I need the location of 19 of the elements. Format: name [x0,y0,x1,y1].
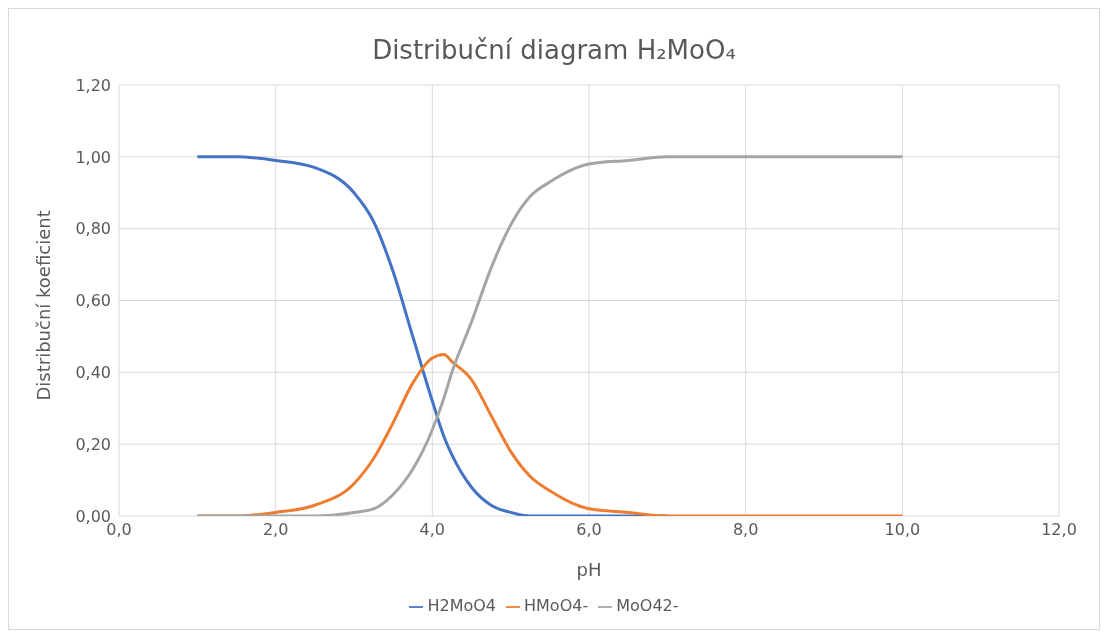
legend-label: HMoO4- [524,596,589,615]
legend-label: MoO42- [616,596,679,615]
x-tick-label: 8,0 [732,520,759,540]
x-tick-label: 12,0 [1041,520,1077,540]
x-tick-label: 10,0 [884,520,921,540]
y-axis-title: Distribuční koeficient [33,210,55,401]
legend-label: H2MoO4 [427,596,497,615]
x-tick-label: 2,0 [262,520,289,540]
y-tick-label: 0,60 [75,291,111,311]
x-tick-label: 6,0 [576,520,602,540]
line-series [195,155,904,516]
x-axis-title: pH [576,559,602,580]
y-tick-label: 1,00 [75,147,111,167]
y-tick-label: 0,20 [75,434,111,454]
x-tick-label: 4,0 [419,520,446,540]
y-tick-label: 1,20 [75,75,111,95]
chart-title: Distribuční diagram H₂MoO₄ [371,35,737,65]
y-tick-label: 0,40 [75,363,111,383]
y-tick-label: 0,80 [75,219,111,239]
